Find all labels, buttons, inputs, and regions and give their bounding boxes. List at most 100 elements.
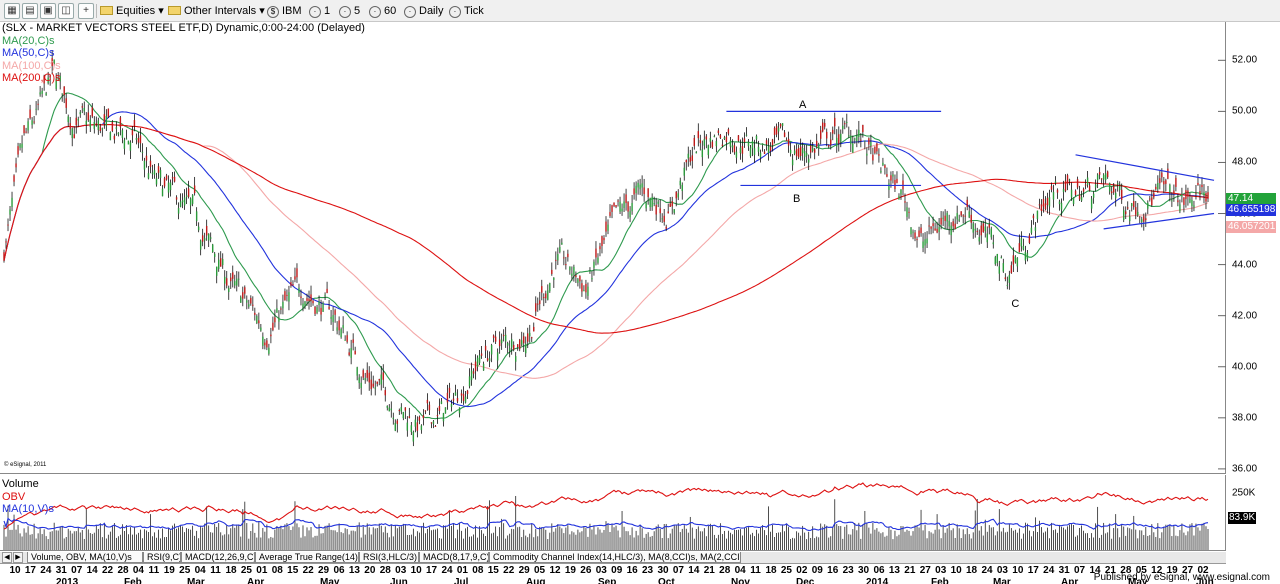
candle-body [1151,197,1153,206]
candle-body [545,293,547,299]
candle-body [462,394,465,401]
tab-rsi[interactable]: RSI(9,C) [143,552,181,563]
candle-body [809,145,812,153]
candle-body [721,144,724,146]
candle-body [137,138,140,143]
candle-body [561,242,563,245]
candle-body [450,403,453,407]
volume-chart[interactable] [0,475,1226,551]
symbol-type-menu[interactable]: Equities ▾ [100,2,164,20]
candle-body [181,200,184,203]
candle-body [1098,172,1101,175]
candle-body [81,106,83,108]
trendline[interactable] [1075,154,1215,181]
date-tick-label: 13 [888,565,900,576]
candle-body [382,372,384,380]
tab-atr[interactable]: Average True Range(14) [255,552,359,563]
date-tick-label: 24 [1043,565,1055,576]
candle-body [1046,197,1049,205]
layout-icon[interactable]: ◫ [58,3,74,19]
interval-5-button[interactable]: · 5 [339,2,360,20]
candle-body [986,233,988,243]
interval-1-button[interactable]: · 1 [309,2,330,20]
candle-body [218,259,220,269]
interval-tick-button[interactable]: · Tick [449,2,484,20]
date-tick-label: 10 [1012,565,1024,576]
candle-body [1028,235,1031,243]
candle-body [41,90,43,94]
trendline[interactable] [1103,212,1215,230]
tab-cci[interactable]: Commodity Channel Index(14,HLC/3), MA(8,… [489,552,741,563]
candle-body [113,135,116,140]
candle-body [1106,171,1109,178]
date-tick-label: 27 [919,565,931,576]
candle-body [39,92,41,95]
tab-scroll-left-icon[interactable]: ◀ [2,552,12,563]
tab-macd-fast[interactable]: MACD(8,17,9,C) [419,552,489,563]
candle-body [244,287,246,294]
candle-body [571,273,573,276]
candle-body [308,298,310,302]
candle-body [589,270,591,272]
symbol-icon: $ [267,6,279,18]
candle-body [637,182,639,188]
chart-icon[interactable]: ▦ [4,3,20,19]
candle-body [689,157,691,162]
tab-macd[interactable]: MACD(12,26,9,C) [181,552,255,563]
candle-body [567,253,569,258]
month-tick-label: Jun [1196,577,1214,584]
candle-body [193,185,196,194]
date-tick-label: 04 [734,565,746,576]
candle-body [860,139,862,141]
interval-daily-button[interactable]: · Daily [404,2,443,20]
add-icon[interactable]: + [78,3,94,19]
candle-body [992,242,994,245]
date-tick-label: 28 [719,565,731,576]
candle-body [918,230,920,237]
open-icon[interactable]: ▤ [22,3,38,19]
candle-body [226,278,228,286]
candle-body [826,131,828,139]
date-tick-label: 29 [318,565,330,576]
tab-scroll-right-icon[interactable]: ▶ [13,552,23,563]
candle-body [1123,210,1125,220]
candle-body [117,132,120,135]
candle-body [757,146,760,152]
candle-body [434,425,437,427]
date-tick-label: 06 [333,565,345,576]
candle-body [318,301,320,306]
candle-body [912,231,914,233]
candle-body [1088,185,1091,191]
candle-body [222,259,224,266]
tab-volume[interactable]: Volume, OBV, MA(10,V)s [27,552,143,563]
price-tick-label: 36.00 [1232,463,1258,475]
candle-body [868,138,870,145]
volume-panel[interactable]: Volume OBV MA(10,V)s [0,475,1226,551]
annotation-b: B [792,193,801,206]
candle-body [605,221,607,232]
tab-rsi-hlc[interactable]: RSI(3,HLC/3) [359,552,419,563]
candle-body [458,407,461,414]
candle-body [442,413,445,422]
interval-menu[interactable]: Other Intervals ▾ [168,2,265,20]
save-icon[interactable]: ▣ [40,3,56,19]
candle-body [585,283,587,293]
price-panel[interactable]: (SLX - MARKET VECTORS STEEL ETF,D) Dynam… [0,22,1226,474]
candle-body [348,352,350,356]
candle-body [350,348,352,358]
symbol-button[interactable]: $ IBM [267,2,302,20]
month-tick-label: Mar [187,577,205,584]
date-tick-label: 22 [302,565,314,576]
price-chart[interactable] [0,22,1226,474]
candle-body [551,269,553,274]
candle-body [1157,182,1159,190]
candle-body [1185,190,1187,200]
candle-body [1068,179,1071,181]
candle-body [448,387,451,393]
candle-body [498,339,501,347]
interval-60-button[interactable]: · 60 [369,2,396,20]
candle-body [29,109,31,119]
date-tick-label: 03 [935,565,947,576]
candle-body [324,294,326,296]
candle-body [547,290,549,300]
